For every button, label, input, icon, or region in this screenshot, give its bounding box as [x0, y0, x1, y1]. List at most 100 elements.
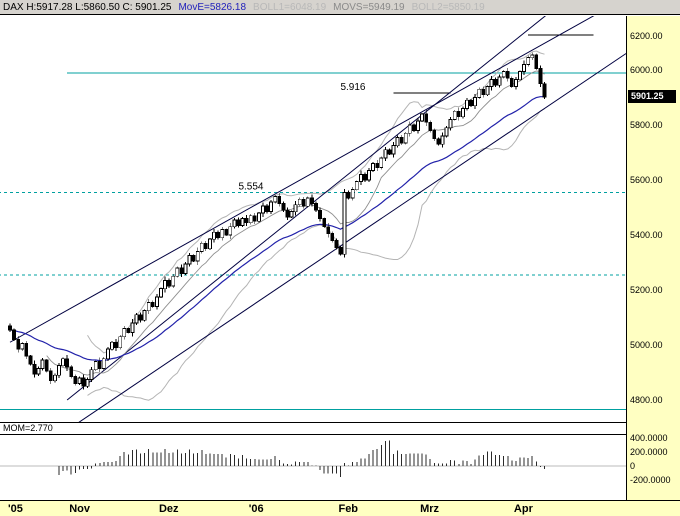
momentum-bar — [127, 454, 129, 466]
momentum-bar — [62, 466, 64, 471]
momentum-bar — [291, 464, 292, 467]
candle — [228, 226, 233, 236]
level-label: 5.916 — [340, 82, 365, 93]
momentum-bar — [140, 453, 142, 466]
momentum-axis-label: 0 — [630, 461, 636, 471]
movs-line — [46, 70, 545, 376]
candle — [126, 328, 131, 333]
candle — [224, 229, 229, 236]
candle — [203, 242, 208, 250]
candle — [330, 233, 335, 241]
candle — [391, 145, 396, 155]
price-plot[interactable]: 5.554 5.916 — [0, 16, 626, 422]
candle — [159, 288, 163, 298]
momentum-bar — [462, 460, 464, 466]
candle — [114, 341, 118, 349]
candle — [48, 370, 53, 382]
candle — [154, 296, 159, 307]
candle — [134, 314, 139, 324]
readout-move: MovE=5826.18 — [178, 2, 247, 13]
candle — [407, 124, 412, 134]
momentum-bar — [368, 453, 370, 467]
candle — [269, 201, 274, 213]
readout-movs: MOVS=5949.19 — [333, 2, 405, 13]
candle — [399, 137, 404, 144]
momentum-bar — [217, 453, 219, 467]
time-axis-panel[interactable]: '05 Nov Dez '06 Feb Mrz Apr — [0, 500, 680, 516]
candle — [493, 79, 498, 86]
candle — [73, 376, 78, 384]
price-axis-label: 5800.00 — [630, 120, 663, 130]
candle — [530, 54, 535, 59]
momentum-bar — [148, 449, 150, 466]
momentum-bar — [144, 453, 146, 466]
candle — [338, 246, 343, 255]
candle — [334, 240, 339, 248]
candle — [187, 255, 192, 265]
momentum-bar — [544, 466, 545, 470]
momentum-bar — [250, 459, 252, 466]
momentum-bar — [466, 460, 468, 467]
candle — [363, 174, 367, 181]
momentum-bar — [352, 461, 354, 466]
time-axis-label: '05 — [8, 503, 23, 515]
candle — [509, 77, 514, 87]
price-chart-panel[interactable]: 5.554 5.916 — [0, 16, 626, 422]
candle — [379, 157, 384, 169]
momentum-bar — [286, 463, 288, 466]
momentum-panel[interactable]: MOM=2.770 — [0, 422, 626, 500]
momentum-bar — [82, 466, 84, 470]
candle — [305, 197, 310, 207]
momentum-plot[interactable] — [0, 435, 626, 500]
candle — [232, 219, 237, 228]
candle — [538, 68, 543, 85]
candle — [138, 314, 143, 321]
candle — [118, 336, 123, 349]
candle — [36, 367, 41, 375]
candle — [371, 163, 376, 171]
candle — [8, 325, 12, 331]
candle — [522, 64, 526, 72]
candle — [240, 218, 245, 226]
momentum-bar — [78, 466, 80, 470]
move-line — [9, 96, 545, 362]
candle — [212, 231, 216, 240]
candle — [481, 88, 486, 96]
time-axis-label: Mrz — [420, 503, 440, 515]
momentum-bar — [401, 454, 403, 466]
momentum-bar — [229, 454, 231, 466]
candle — [297, 198, 302, 206]
momentum-bar — [168, 453, 170, 466]
momentum-bar — [450, 460, 452, 467]
candle — [367, 169, 371, 181]
momentum-bar — [527, 457, 529, 466]
trendline — [66, 16, 547, 401]
momentum-bar — [511, 460, 513, 466]
momentum-bar — [180, 453, 182, 466]
momentum-bar — [515, 460, 517, 467]
price-axis-panel[interactable]: 5901.25 6200.00 6000.00 5800.00 5600.00 5400… — [626, 16, 680, 500]
momentum-bar — [164, 448, 166, 466]
momentum-bar — [372, 449, 374, 466]
candle — [542, 83, 547, 98]
momentum-bar — [482, 454, 484, 466]
momentum-bar — [519, 457, 521, 467]
candle — [301, 198, 306, 207]
momentum-bar — [474, 459, 476, 466]
momentum-header-strip: MOM=2.770 — [0, 423, 626, 435]
momentum-bar — [405, 453, 407, 467]
candle — [342, 191, 347, 255]
time-axis-label: Nov — [69, 503, 90, 515]
candle — [236, 219, 241, 226]
momentum-bar — [499, 455, 501, 466]
candle — [477, 88, 482, 99]
last-price-badge: 5901.25 — [628, 90, 676, 104]
candle — [448, 119, 453, 129]
momentum-bar — [282, 463, 284, 467]
candle — [183, 263, 188, 274]
momentum-bar — [397, 450, 399, 466]
momentum-bar — [535, 461, 537, 466]
candle — [518, 71, 522, 81]
momentum-bar — [384, 441, 386, 466]
